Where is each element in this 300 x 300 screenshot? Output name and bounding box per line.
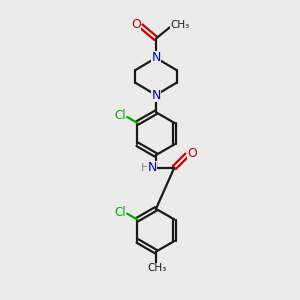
Text: Cl: Cl [115, 109, 126, 122]
Text: O: O [187, 147, 197, 160]
Text: H: H [140, 163, 149, 172]
Text: O: O [131, 18, 141, 31]
Text: CH₃: CH₃ [148, 263, 167, 273]
Text: N: N [151, 88, 160, 101]
Text: Cl: Cl [115, 206, 126, 219]
Text: N: N [151, 51, 160, 64]
Text: CH₃: CH₃ [170, 20, 189, 30]
Text: N: N [147, 161, 157, 174]
